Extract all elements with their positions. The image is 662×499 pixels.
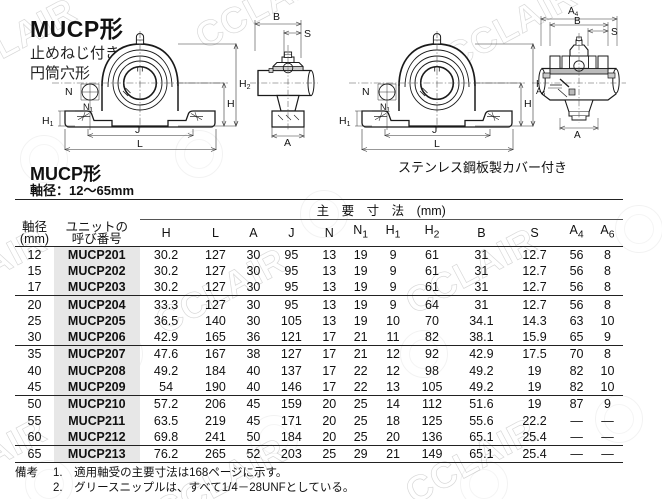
svg-text:A: A [574,130,581,141]
svg-text:L: L [434,138,440,150]
svg-text:N1: N1 [380,102,391,114]
svg-text:H: H [227,98,235,110]
svg-text:N: N [65,86,73,98]
svg-text:A: A [284,137,291,149]
svg-text:B: B [574,16,581,27]
svg-text:L: L [137,138,143,150]
svg-text:H1: H1 [42,115,54,128]
svg-text:S: S [611,27,618,38]
svg-text:J: J [432,124,437,136]
svg-text:H1: H1 [339,115,351,128]
svg-text:H2: H2 [239,78,251,91]
svg-text:S: S [304,28,311,40]
svg-text:J: J [135,124,140,136]
svg-text:H: H [524,98,532,110]
svg-text:N: N [362,86,370,98]
svg-text:N1: N1 [83,102,94,114]
svg-text:B: B [273,11,280,23]
